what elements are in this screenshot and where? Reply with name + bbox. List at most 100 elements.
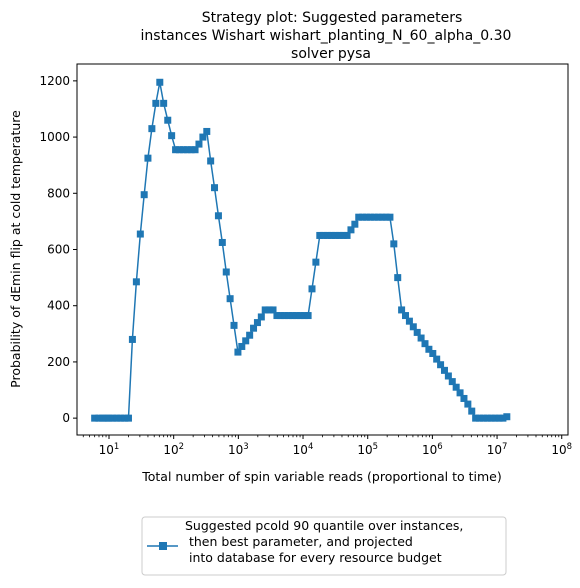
legend-label: Suggested pcold 90 quantile over instanc… [185, 518, 463, 565]
series-point [456, 389, 464, 397]
series-point [479, 414, 487, 422]
series-point [320, 231, 328, 239]
series-point [382, 213, 390, 221]
series-point [289, 312, 297, 320]
y-tick-label: 600 [47, 243, 70, 257]
series-point [409, 323, 417, 331]
series-point [452, 383, 460, 391]
series-point [156, 78, 164, 86]
x-tick-label: 105 [357, 442, 378, 457]
series-point [195, 140, 203, 148]
series-point [246, 331, 254, 339]
series-point [199, 133, 207, 141]
series-point [394, 274, 402, 282]
series-point [499, 414, 507, 422]
x-tick-label: 102 [163, 442, 184, 457]
y-tick-label: 200 [47, 355, 70, 369]
series-point [417, 334, 425, 342]
series-point [250, 324, 258, 332]
series-point [230, 321, 238, 329]
series-point [277, 312, 285, 320]
x-tick-label: 106 [422, 442, 443, 457]
series-point [117, 414, 125, 422]
series-point [211, 184, 219, 192]
series-point [437, 361, 445, 369]
series-point [95, 414, 103, 422]
series-point [398, 306, 406, 314]
series-point [172, 146, 180, 154]
series-point [503, 413, 511, 421]
series-point [128, 335, 136, 343]
series-point [187, 146, 195, 154]
y-tick-label: 1000 [39, 130, 70, 144]
x-axis-label: Total number of spin variable reads (pro… [141, 469, 502, 484]
series-point [374, 213, 382, 221]
series-point [363, 213, 371, 221]
chart-title-line-3: solver pysa [291, 46, 371, 62]
series-point [433, 355, 441, 363]
series-point [261, 306, 269, 314]
series-point [140, 191, 148, 199]
series-point [292, 312, 300, 320]
series-point [207, 157, 215, 165]
series-point [214, 212, 222, 220]
series-point [491, 414, 499, 422]
x-tick-label: 101 [99, 442, 120, 457]
series-point [179, 146, 187, 154]
series-point [370, 213, 378, 221]
series-point [448, 378, 456, 386]
series-point [444, 372, 452, 380]
x-tick-label: 108 [551, 442, 572, 457]
series-point [460, 394, 468, 402]
series-point [300, 312, 308, 320]
series-point [121, 414, 129, 422]
series-point [152, 99, 160, 107]
series-point [405, 317, 413, 325]
legend-marker [159, 542, 167, 550]
series-point [191, 146, 199, 154]
series-point [440, 366, 448, 374]
y-axis-label: Probability of dEmin flip at cold temper… [8, 110, 23, 388]
series-point [402, 312, 410, 320]
series-point [164, 116, 172, 124]
series-point [351, 220, 359, 228]
series-point [105, 414, 113, 422]
y-tick-label: 400 [47, 299, 70, 313]
series-point [226, 295, 234, 303]
series-layer [91, 78, 511, 422]
series-point [242, 337, 250, 345]
series-point [168, 132, 176, 140]
series-point [324, 231, 332, 239]
series-point [304, 312, 312, 320]
legend-box [141, 516, 507, 576]
series-point [265, 306, 273, 314]
series-point [386, 213, 394, 221]
series-point [234, 348, 242, 356]
series-point [421, 340, 429, 348]
x-tick-label: 103 [228, 442, 249, 457]
series-point [390, 240, 398, 248]
series-point [285, 312, 293, 320]
series-point [273, 312, 281, 320]
series-point [468, 407, 476, 415]
series-point [312, 258, 320, 266]
series-point [132, 278, 140, 286]
series-point [331, 231, 339, 239]
series-point [378, 213, 386, 221]
series-point [343, 231, 351, 239]
series-point [257, 313, 265, 321]
series-point [483, 414, 491, 422]
series-point [359, 213, 367, 221]
series-point [281, 312, 289, 320]
chart-title-line-2: instances Wishart wishart_planting_N_60_… [141, 28, 512, 44]
series-point [495, 414, 503, 422]
series-point [269, 306, 277, 314]
series-point [203, 127, 211, 135]
series-point [308, 285, 316, 293]
series-point [113, 414, 121, 422]
y-axis: 0 200 400 600 800 1000 1200 [39, 74, 77, 425]
x-axis: 101 102 103 104 105 106 107 108 [82, 435, 572, 457]
series-point [136, 230, 144, 238]
chart-title-line-1: Strategy plot: Suggested parameters [202, 10, 463, 26]
